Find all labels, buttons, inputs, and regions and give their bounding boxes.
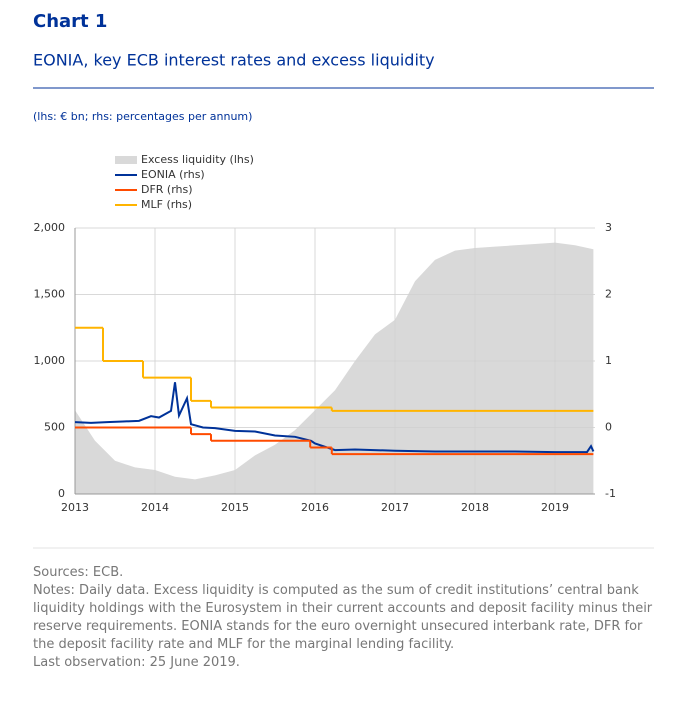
legend-label: MLF (rhs) — [141, 198, 192, 211]
y2-tick-label: 2 — [605, 288, 612, 301]
y2-tick-label: -1 — [605, 487, 616, 500]
x-tick-label: 2018 — [461, 501, 489, 514]
legend-label: Excess liquidity (lhs) — [141, 153, 254, 166]
x-tick-label: 2019 — [541, 501, 569, 514]
legend-label: DFR (rhs) — [141, 183, 193, 196]
note: Notes: Daily data. Excess liquidity is c… — [33, 583, 653, 652]
y-tick-label: 500 — [44, 421, 65, 434]
y2-tick-label: 3 — [605, 221, 612, 234]
legend-swatch — [115, 156, 137, 164]
y-tick-label: 2,000 — [34, 221, 66, 234]
notes: Sources: ECB. Notes: Daily data. Excess … — [33, 564, 658, 672]
x-tick-label: 2013 — [61, 501, 89, 514]
chart-title: EONIA, key ECB interest rates and excess… — [33, 51, 435, 70]
y2-tick-label: 0 — [605, 421, 612, 434]
unit-note: (lhs: € bn; rhs: percentages per annum) — [33, 110, 252, 123]
last-observation: Last observation: 25 June 2019. — [33, 655, 240, 670]
x-tick-label: 2017 — [381, 501, 409, 514]
x-tick-label: 2015 — [221, 501, 249, 514]
chart: Chart 1 EONIA, key ECB interest rates an… — [33, 11, 654, 549]
y2-tick-label: 1 — [605, 354, 612, 367]
sources: Sources: ECB. — [33, 565, 124, 580]
y-tick-label: 0 — [58, 487, 65, 500]
x-tick-label: 2016 — [301, 501, 329, 514]
x-tick-label: 2014 — [141, 501, 169, 514]
chart-label: Chart 1 — [33, 11, 107, 32]
excess-liquidity-area — [75, 242, 594, 494]
rate-line — [74, 382, 595, 454]
y-tick-label: 1,500 — [34, 288, 66, 301]
legend-label: EONIA (rhs) — [141, 168, 205, 181]
y-tick-label: 1,000 — [34, 354, 66, 367]
